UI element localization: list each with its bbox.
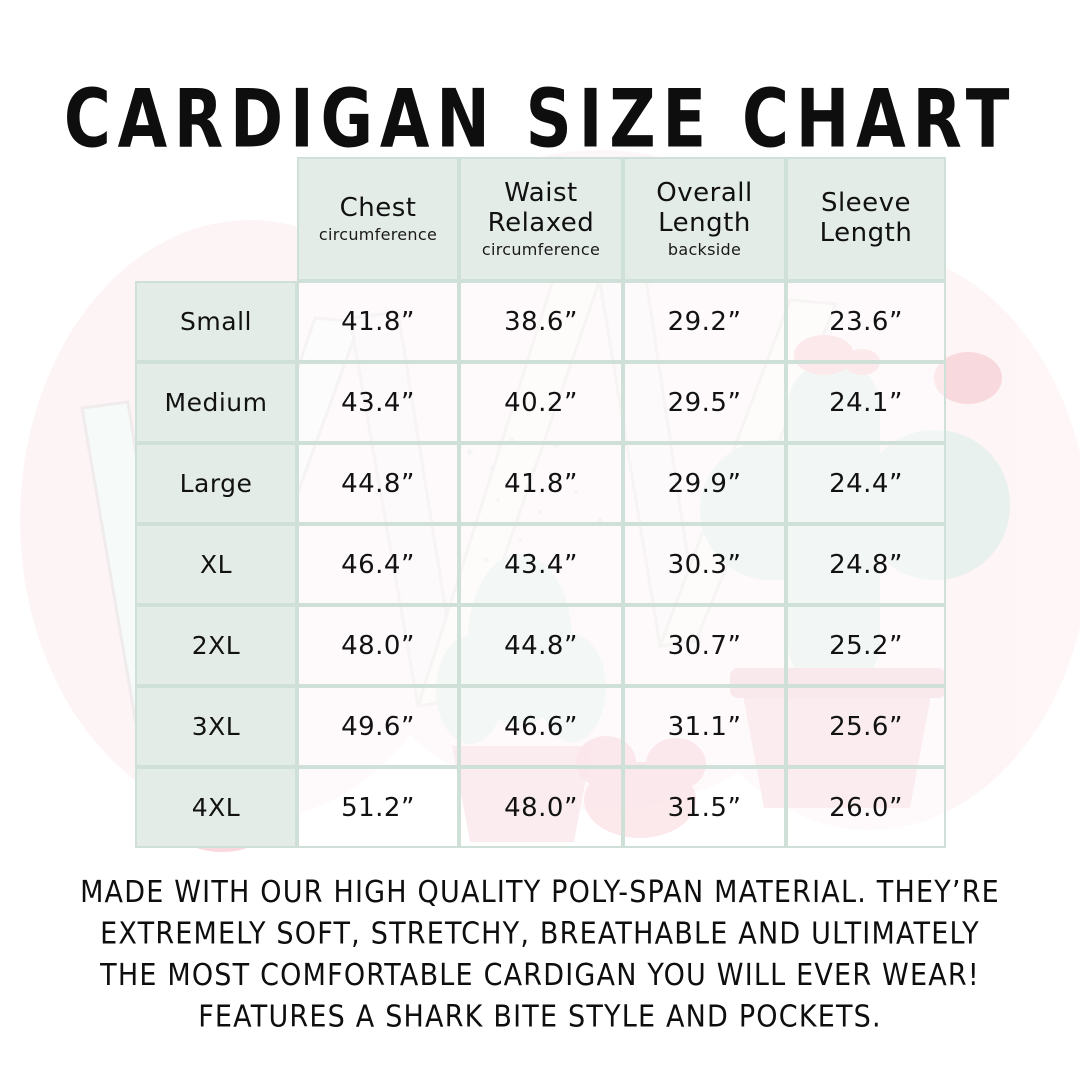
cell-waist: 46.6” [459, 686, 623, 767]
cell-size: XL [135, 524, 297, 605]
header-row: Chest circumference Waist Relaxed circum… [135, 157, 946, 281]
header-chest-sub: circumference [318, 224, 438, 244]
table-row: 4XL 51.2” 48.0” 31.5” 26.0” [135, 767, 946, 848]
header-sleeve-main-line1: Sleeve [820, 188, 912, 219]
table-body: Small 41.8” 38.6” 29.2” 23.6” Medium 43.4” 40.2… [135, 281, 946, 848]
cell-sleeve-length: 26.0” [786, 767, 946, 848]
cell-overall-length: 29.5” [623, 362, 786, 443]
cell-size: 3XL [135, 686, 297, 767]
cell-chest: 49.6” [297, 686, 459, 767]
cell-chest: 48.0” [297, 605, 459, 686]
cell-sleeve-length: 24.8” [786, 524, 946, 605]
cell-chest: 41.8” [297, 281, 459, 362]
cell-chest: 46.4” [297, 524, 459, 605]
header-cell-chest: Chest circumference [297, 157, 459, 281]
cell-sleeve-length: 24.1” [786, 362, 946, 443]
header-cell-sleeve-length: Sleeve Length [786, 157, 946, 281]
header-length-main-line1: Overall [656, 178, 753, 209]
size-chart-table-container: Chest circumference Waist Relaxed circum… [135, 157, 946, 848]
table-row: Large 44.8” 41.8” 29.9” 24.4” [135, 443, 946, 524]
header-cell-overall-length: Overall Length backside [623, 157, 786, 281]
table-header: Chest circumference Waist Relaxed circum… [135, 157, 946, 281]
header-waist-sub: circumference [481, 239, 601, 259]
cell-waist: 44.8” [459, 605, 623, 686]
cell-chest: 44.8” [297, 443, 459, 524]
footer-line: EXTREMELY SOFT, STRETCHY, BREATHABLE AND… [100, 916, 980, 952]
footer-line: MADE WITH OUR HIGH QUALITY POLY-SPAN MAT… [80, 875, 1000, 911]
footer-description: MADE WITH OUR HIGH QUALITY POLY-SPAN MAT… [0, 872, 1080, 1038]
cell-size: Medium [135, 362, 297, 443]
cell-waist: 43.4” [459, 524, 623, 605]
page-title: CARDIGAN SIZE CHART [63, 72, 1017, 167]
cell-waist: 48.0” [459, 767, 623, 848]
cell-size: Large [135, 443, 297, 524]
table-row: XL 46.4” 43.4” 30.3” 24.8” [135, 524, 946, 605]
table-row: Small 41.8” 38.6” 29.2” 23.6” [135, 281, 946, 362]
table-row: 3XL 49.6” 46.6” 31.1” 25.6” [135, 686, 946, 767]
header-chest-main: Chest [339, 192, 417, 223]
header-cell-blank [135, 157, 297, 281]
cell-overall-length: 31.5” [623, 767, 786, 848]
header-waist-main-line1: Waist [504, 178, 578, 209]
footer-line: FEATURES A SHARK BITE STYLE AND POCKETS. [198, 999, 882, 1035]
cell-chest: 51.2” [297, 767, 459, 848]
cell-sleeve-length: 25.2” [786, 605, 946, 686]
cell-overall-length: 29.9” [623, 443, 786, 524]
cell-sleeve-length: 24.4” [786, 443, 946, 524]
header-length-sub: backside [667, 239, 742, 259]
table-row: 2XL 48.0” 44.8” 30.7” 25.2” [135, 605, 946, 686]
cell-sleeve-length: 25.6” [786, 686, 946, 767]
footer-line: THE MOST COMFORTABLE CARDIGAN YOU WILL E… [100, 958, 980, 993]
cell-waist: 41.8” [459, 443, 623, 524]
cell-waist: 40.2” [459, 362, 623, 443]
size-chart-table: Chest circumference Waist Relaxed circum… [135, 157, 946, 848]
cell-size: 2XL [135, 605, 297, 686]
cell-waist: 38.6” [459, 281, 623, 362]
header-length-main-line2: Length [658, 207, 751, 238]
cell-overall-length: 30.3” [623, 524, 786, 605]
header-sleeve-main-line2: Length [819, 218, 913, 248]
cell-overall-length: 31.1” [623, 686, 786, 767]
table-row: Medium 43.4” 40.2” 29.5” 24.1” [135, 362, 946, 443]
cell-size: 4XL [135, 767, 297, 848]
cell-overall-length: 29.2” [623, 281, 786, 362]
cell-sleeve-length: 23.6” [786, 281, 946, 362]
header-waist-main-line2: Relaxed [487, 207, 595, 238]
cell-chest: 43.4” [297, 362, 459, 443]
cell-overall-length: 30.7” [623, 605, 786, 686]
cell-size: Small [135, 281, 297, 362]
header-cell-waist: Waist Relaxed circumference [459, 157, 623, 281]
